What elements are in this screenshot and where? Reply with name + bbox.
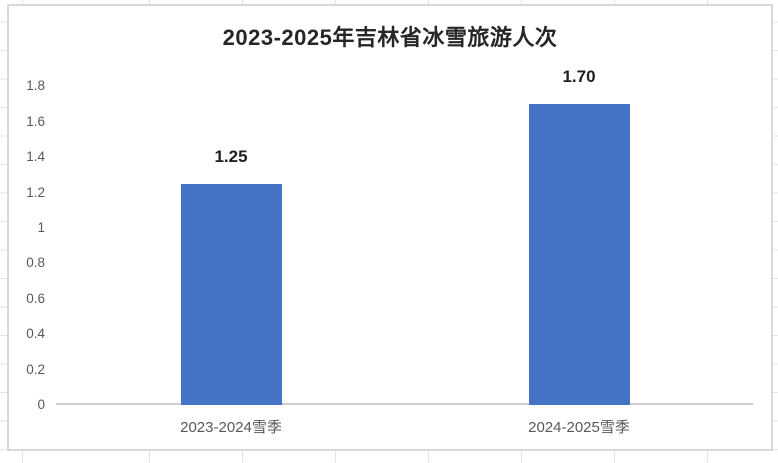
y-tick-label: 0.8	[26, 255, 45, 271]
y-tick-label: 0	[37, 397, 45, 412]
y-tick-label: 1	[37, 220, 45, 235]
x-axis-line	[56, 403, 753, 405]
x-category-label: 2023-2024雪季	[180, 419, 282, 436]
data-label: 1.25	[214, 147, 248, 166]
bar-2023-2024雪季[interactable]	[180, 184, 282, 405]
y-tick-label: 1.4	[26, 149, 45, 165]
chart-title: 2023-2025年吉林省冰雪旅游人次	[222, 25, 558, 50]
chart-object[interactable]: 2023-2025年吉林省冰雪旅游人次 1.8 1.6 1.4 1.2 1 0.8 0.6 0…	[7, 4, 773, 451]
y-tick-label: 1.6	[26, 113, 45, 129]
y-tick-label: 1.2	[26, 184, 45, 200]
y-tick-label: 0.2	[26, 361, 45, 377]
y-tick-label: 0.4	[26, 326, 45, 342]
y-tick-label: 1.8	[26, 78, 45, 94]
bar-2024-2025雪季[interactable]	[528, 104, 630, 405]
data-label: 1.70	[562, 67, 596, 86]
y-tick-label: 0.6	[26, 290, 45, 306]
plot-area: 1.8 1.6 1.4 1.2 1 0.8 0.6 0.4 0.2 0 1.25 1.70 2023…	[9, 6, 771, 449]
x-category-label: 2024-2025雪季	[528, 419, 630, 436]
